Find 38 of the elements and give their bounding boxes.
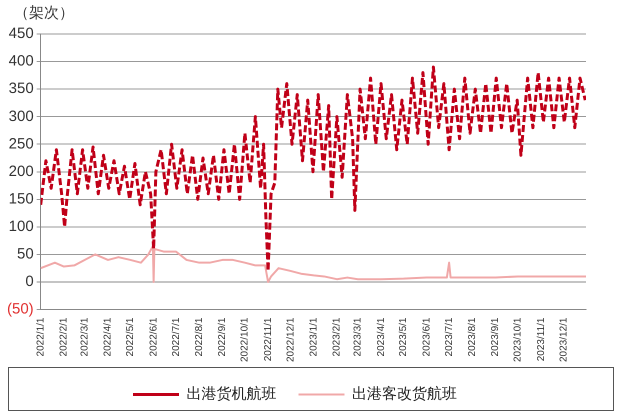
x-tick-label: 2023/8/1 <box>467 317 478 356</box>
x-tick-label: 2022/11/1 <box>262 317 274 362</box>
y-tick-label: 250 <box>8 135 34 152</box>
x-tick-label: 2022/1/1 <box>35 317 46 356</box>
y-tick-label: 200 <box>8 162 34 180</box>
x-tick-label: 2023/5/1 <box>398 317 410 356</box>
y-axis-title: （架次） <box>14 3 74 22</box>
x-tick-label: 2023/12/1 <box>558 317 570 362</box>
x-tick-label: 2023/6/1 <box>421 317 432 356</box>
y-tick-label: 50 <box>16 246 34 263</box>
y-tick-label: 350 <box>8 80 34 98</box>
x-tick-label: 2023/7/1 <box>444 317 455 356</box>
legend-label: 出港客改货航班 <box>352 384 457 402</box>
y-tick-label: 300 <box>8 108 34 125</box>
x-tick-label: 2023/3/1 <box>352 317 364 356</box>
y-tick-label: 100 <box>8 218 34 235</box>
x-tick-label: 2023/1/1 <box>308 317 320 356</box>
x-tick-label: 2022/3/1 <box>80 317 91 356</box>
x-tick-label: 2022/6/1 <box>148 317 160 356</box>
y-tick-label: (50) <box>6 300 34 318</box>
y-tick-label: 150 <box>8 190 34 208</box>
x-tick-label: 2023/11/1 <box>536 317 547 362</box>
y-tick-label: 400 <box>8 52 34 70</box>
x-tick-label: 2022/4/1 <box>102 317 114 356</box>
x-tick-label: 2022/2/1 <box>58 317 70 356</box>
x-tick-label: 2022/12/1 <box>285 317 296 362</box>
x-tick-label: 2023/4/1 <box>376 317 387 356</box>
x-tick-label: 2022/5/1 <box>125 317 136 356</box>
x-tick-label: 2023/2/1 <box>332 317 343 356</box>
y-tick-label: 0 <box>25 273 34 290</box>
x-tick-label: 2023/9/1 <box>490 317 502 356</box>
x-tick-label: 2022/9/1 <box>217 317 228 356</box>
x-tick-label: 2022/7/1 <box>170 317 182 356</box>
x-tick-label: 2022/8/1 <box>194 317 206 356</box>
x-tick-label: 2023/10/1 <box>512 317 524 362</box>
y-tick-label: 450 <box>8 25 34 42</box>
x-tick-label: 2022/10/1 <box>240 317 251 362</box>
legend-label: 出港货机航班 <box>186 384 276 402</box>
